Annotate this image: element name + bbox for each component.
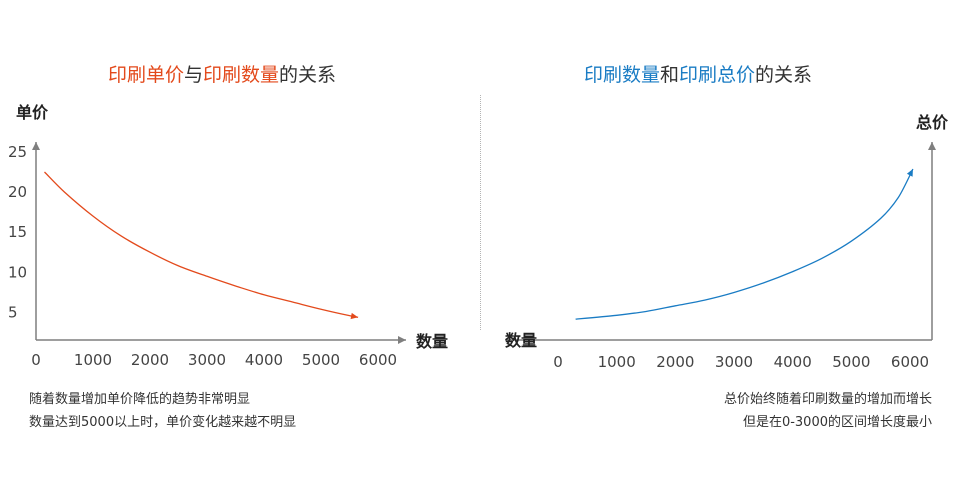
left-y-axis-label: 单价 [16, 103, 49, 122]
right-y-axis-label: 总价 [916, 113, 949, 132]
left-title-part-3: 的关系 [279, 64, 337, 86]
right-x-tick-label: 4000 [774, 353, 812, 371]
right-x-tick-label: 1000 [598, 353, 636, 371]
right-x-tick-label: 3000 [715, 353, 753, 371]
left-title-part-1: 与 [184, 64, 204, 86]
right-title-part-3: 的关系 [755, 64, 813, 86]
right-y-axis-arrow [928, 142, 936, 150]
note-left-line-1: 随着数量增加单价降低的趋势非常明显 [29, 392, 251, 407]
right-x-tick-label: 5000 [832, 353, 870, 371]
right-title-part-2: 印刷总价 [679, 64, 756, 86]
left-y-tick-label: 5 [8, 303, 18, 321]
left-x-tick-label: 0 [31, 351, 41, 369]
left-chart-panel: 印刷单价与印刷数量的关系 0 1000 2000 3000 4000 5000 6000 5 1… [8, 60, 448, 430]
panel-divider [480, 95, 481, 330]
left-y-tick-label: 20 [8, 183, 27, 201]
right-chart-panel: 印刷数量和印刷总价的关系 0 1000 2000 3000 4000 5000 6000 总价… [478, 0, 955, 488]
left-y-tick-label: 25 [8, 143, 27, 161]
left-series-line [44, 171, 359, 318]
right-x-tick-label: 0 [553, 353, 563, 371]
left-series-arrowhead [350, 312, 359, 320]
left-x-tick-label: 6000 [359, 351, 397, 369]
right-title-part-0: 印刷数量 [584, 64, 661, 86]
right-title-part-1: 和 [660, 64, 680, 86]
left-x-tick-label: 3000 [188, 351, 226, 369]
left-x-tick-label: 1000 [74, 351, 112, 369]
chart-title-right: 印刷数量和印刷总价的关系 [584, 60, 812, 87]
left-x-tick-label: 5000 [302, 351, 340, 369]
right-series-arrowhead [906, 169, 913, 177]
right-series-line [575, 168, 914, 320]
left-x-axis-label: 数量 [416, 332, 448, 351]
left-x-tick-label: 2000 [131, 351, 169, 369]
note-right-line-2: 但是在0-3000的区间增长度最小 [742, 415, 932, 430]
left-y-tick-label: 15 [8, 223, 27, 241]
note-right-line-1: 总价始终随着印刷数量的增加而增长 [723, 392, 932, 407]
left-y-axis-arrow [32, 142, 40, 150]
left-y-tick-label: 10 [8, 263, 27, 281]
right-x-tick-label: 2000 [656, 353, 694, 371]
left-title-part-0: 印刷单价 [108, 64, 185, 86]
right-x-tick-label: 6000 [891, 353, 929, 371]
note-left-line-2: 数量达到5000以上时，单价变化越来越不明显 [29, 415, 297, 430]
right-x-axis-label: 数量 [505, 331, 537, 350]
left-x-axis-arrow [398, 336, 406, 344]
left-x-tick-label: 4000 [245, 351, 283, 369]
chart-title-left: 印刷单价与印刷数量的关系 [108, 60, 336, 87]
left-title-part-2: 印刷数量 [203, 64, 280, 86]
